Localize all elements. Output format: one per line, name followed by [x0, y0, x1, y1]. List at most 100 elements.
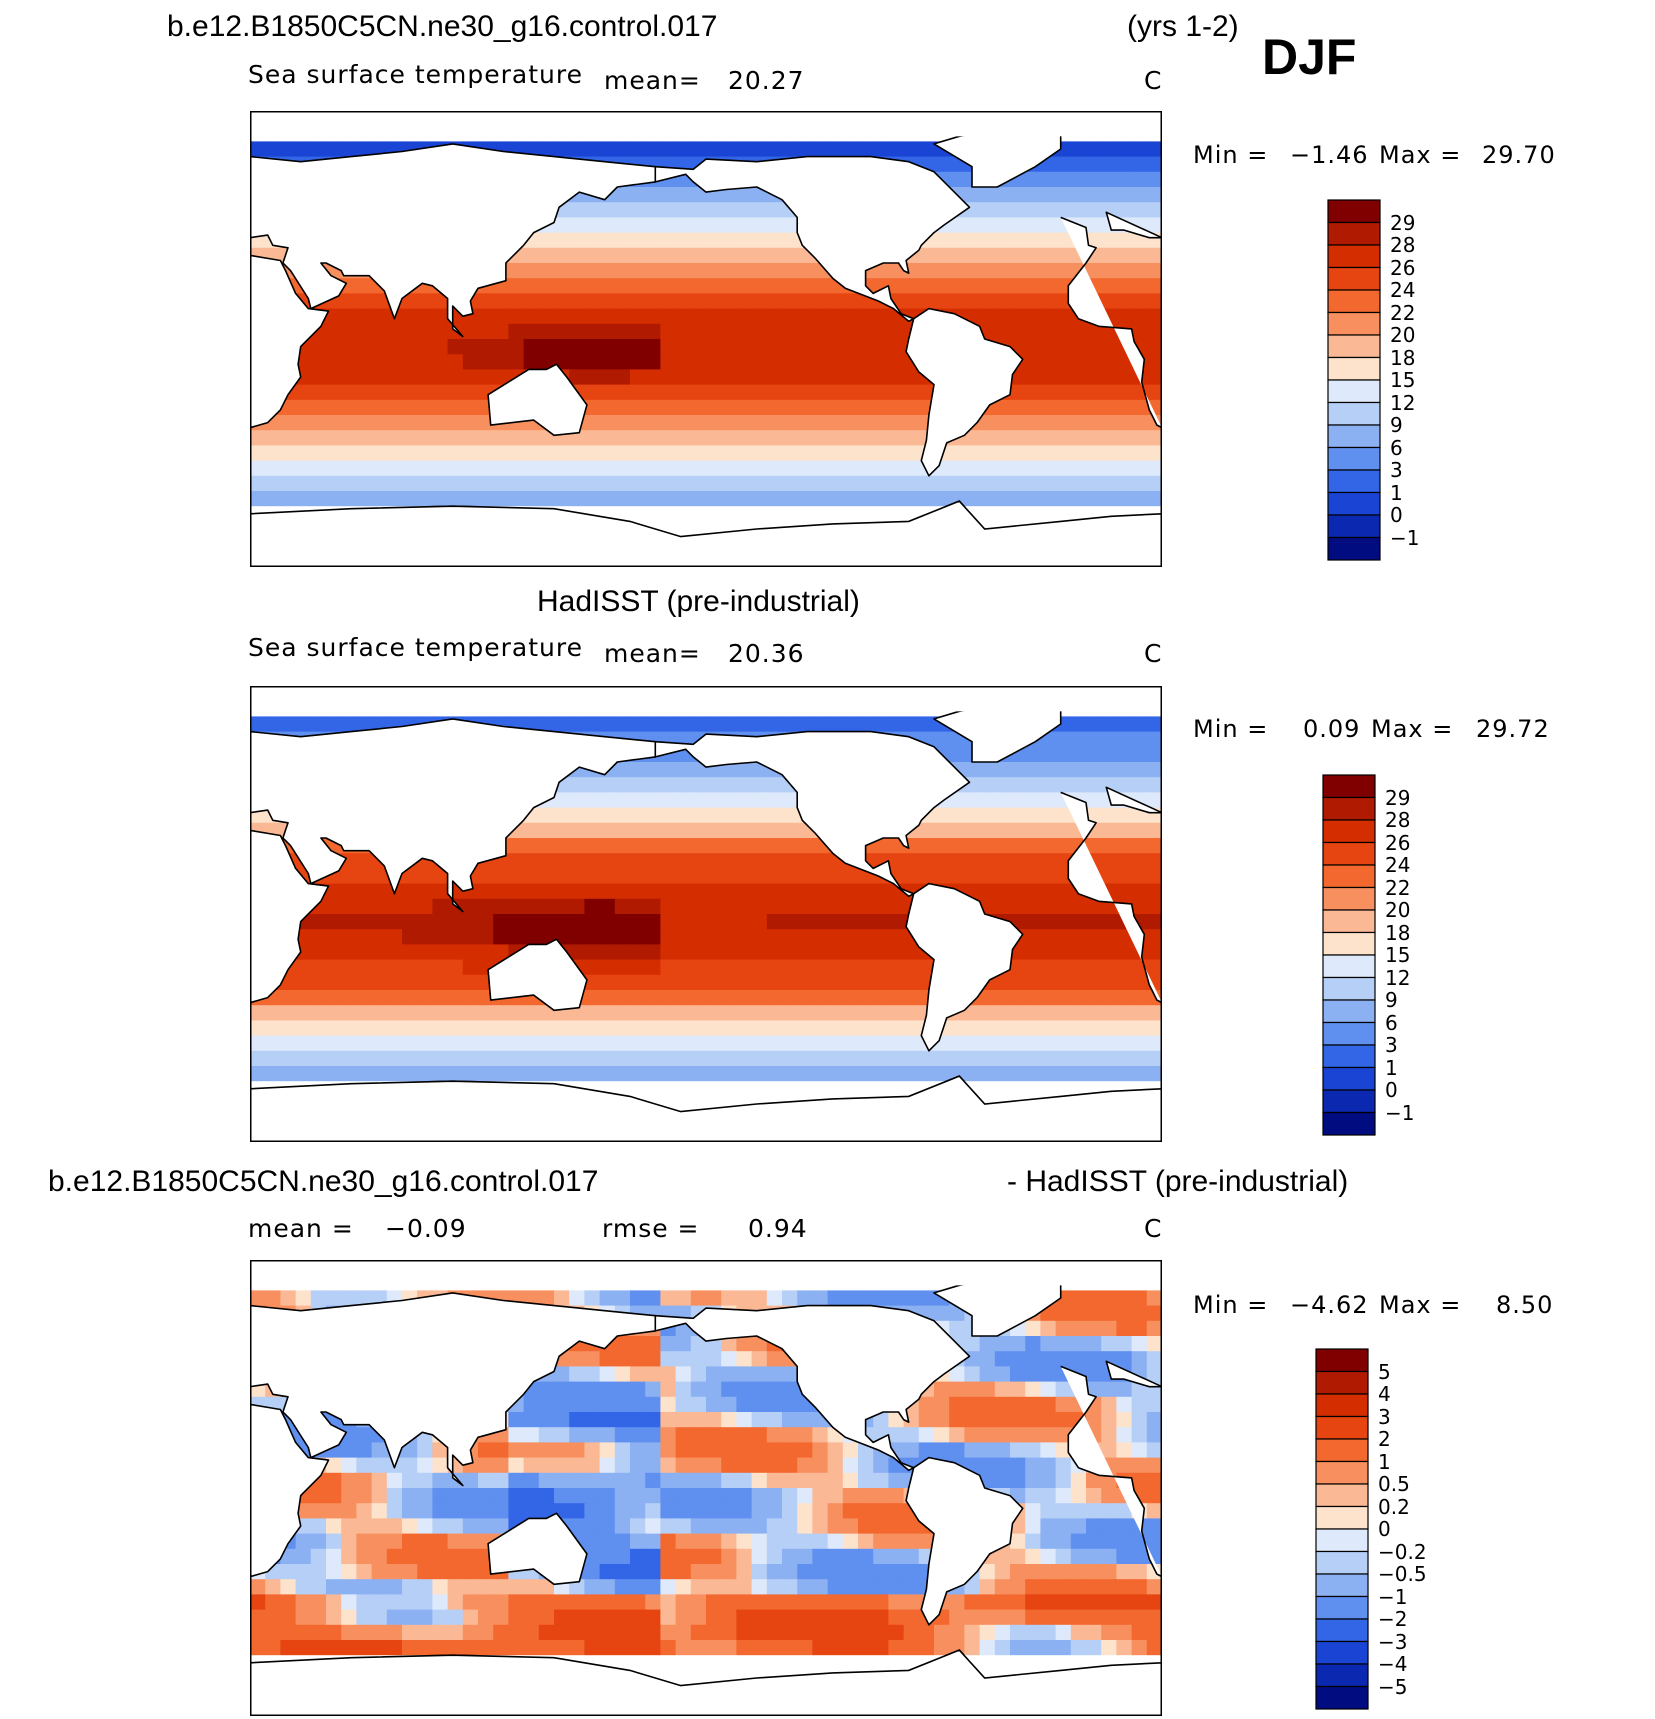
model-sst-map	[250, 111, 1162, 567]
colorbar-swatch	[1315, 1348, 1369, 1373]
colorbar-swatch	[1315, 1618, 1369, 1643]
colorbar-swatch	[1315, 1685, 1369, 1710]
panel3-max-value: 8.50	[1496, 1291, 1554, 1319]
colorbar-swatch	[1315, 1393, 1369, 1418]
colorbar-swatch	[1315, 1595, 1369, 1620]
colorbar-tick-label: 18	[1385, 920, 1411, 945]
landmass-africaW	[250, 1360, 1162, 1578]
colorbar-swatch	[1322, 841, 1376, 866]
colorbar-swatch	[1322, 976, 1376, 1001]
panel3-mean-label: mean =	[248, 1214, 354, 1243]
colorbar-swatch	[1322, 909, 1376, 934]
colorbar-swatch	[1322, 1044, 1376, 1069]
colorbar-tick-label: 12	[1390, 390, 1416, 415]
colorbar-tick-label: 24	[1390, 278, 1416, 302]
panel1-mean-label: mean=	[604, 66, 701, 95]
landmass-africa	[250, 254, 330, 429]
difference-colorbar	[1315, 1348, 1369, 1710]
panel2-title: HadISST (pre-industrial)	[537, 585, 860, 618]
panel2-field-label: Sea surface temperature	[248, 633, 583, 662]
panel3-rmse-value: 0.94	[748, 1214, 808, 1243]
colorbar-tick-label: 3	[1390, 458, 1403, 482]
colorbar-swatch	[1322, 796, 1376, 821]
colorbar-tick-label: −3	[1378, 1629, 1408, 1654]
colorbar-tick-label: −1	[1390, 525, 1420, 550]
landmass-australia	[487, 363, 588, 437]
colorbar-tick-label: 29	[1390, 210, 1416, 235]
years-label: (yrs 1-2)	[1127, 10, 1239, 43]
landmass-africaW	[250, 786, 1162, 1004]
landmass-samerica	[905, 882, 1024, 1052]
colorbar-swatch	[1315, 1460, 1369, 1485]
panel1-mean-value: 20.27	[728, 66, 805, 95]
obs-sst-map	[250, 686, 1162, 1142]
colorbar-swatch	[1322, 1111, 1376, 1136]
colorbar-swatch	[1327, 424, 1381, 449]
colorbar-swatch	[1327, 199, 1381, 224]
colorbar-swatch	[1315, 1438, 1369, 1463]
colorbar-tick-label: 0	[1390, 503, 1403, 527]
colorbar-swatch	[1322, 1066, 1376, 1091]
landmass-australia	[487, 1512, 588, 1586]
colorbar-swatch	[1327, 356, 1381, 381]
colorbar-swatch	[1327, 469, 1381, 494]
panel3-units: C	[1144, 1214, 1163, 1243]
colorbar-tick-label: 1	[1385, 1055, 1398, 1080]
colorbar-tick-label: 4	[1378, 1382, 1391, 1406]
panel1-units: C	[1144, 66, 1163, 95]
colorbar-tick-label: 28	[1385, 808, 1411, 832]
landmass-namerica	[654, 1304, 971, 1472]
colorbar-swatch	[1315, 1528, 1369, 1553]
colorbar-tick-label: 24	[1385, 853, 1411, 877]
panel3-min-value: −4.62	[1290, 1291, 1369, 1319]
panel2-mean-value: 20.36	[728, 639, 805, 668]
difference-map	[250, 1260, 1162, 1716]
colorbar-swatch	[1327, 266, 1381, 291]
panel3-title-left: b.e12.B1850C5CN.ne30_g16.control.017	[48, 1165, 599, 1198]
colorbar-swatch	[1315, 1663, 1369, 1688]
colorbar-swatch	[1315, 1483, 1369, 1508]
colorbar-swatch	[1327, 379, 1381, 404]
panel3-max-label: Max =	[1379, 1291, 1462, 1319]
colorbar-tick-label: 0	[1385, 1078, 1398, 1102]
landmass-antarctica	[250, 500, 1162, 538]
panel1-field-label: Sea surface temperature	[248, 60, 583, 89]
colorbar-swatch	[1327, 401, 1381, 426]
colorbar-tick-label: 22	[1385, 875, 1411, 900]
colorbar-tick-label: 9	[1390, 413, 1403, 437]
season-label: DJF	[1262, 29, 1357, 85]
colorbar-tick-label: −4	[1378, 1652, 1408, 1676]
colorbar-swatch	[1322, 931, 1376, 956]
colorbar-tick-label: 20	[1390, 323, 1416, 347]
colorbar-tick-label: −5	[1378, 1674, 1408, 1699]
colorbar-tick-label: 0.5	[1378, 1472, 1410, 1496]
colorbar-tick-label: 1	[1378, 1449, 1391, 1474]
colorbar-swatch	[1322, 954, 1376, 979]
landmass-antarctica	[250, 1649, 1162, 1687]
colorbar-tick-label: 12	[1385, 965, 1411, 990]
panel3-rmse-label: rmse =	[602, 1214, 700, 1243]
colorbar-swatch	[1322, 886, 1376, 911]
colorbar-tick-label: 20	[1385, 898, 1411, 922]
panel3-min-label: Min =	[1193, 1291, 1269, 1319]
panel3-title-right: - HadISST (pre-industrial)	[1007, 1165, 1349, 1198]
colorbar-swatch	[1315, 1640, 1369, 1665]
landmass-namerica	[654, 730, 971, 898]
landmass-antarctica	[250, 1075, 1162, 1113]
colorbar-tick-label: −0.2	[1378, 1539, 1427, 1564]
colorbar-tick-label: 28	[1390, 233, 1416, 257]
panel1-min-label: Min =	[1193, 141, 1269, 169]
panel2-min-value: 0.09	[1303, 715, 1361, 743]
colorbar-tick-label: −2	[1378, 1607, 1408, 1631]
colorbar-swatch	[1322, 1089, 1376, 1114]
colorbar-swatch	[1327, 514, 1381, 539]
colorbar-tick-label: 15	[1390, 368, 1416, 392]
colorbar-tick-label: 15	[1385, 943, 1411, 967]
landmass-australia	[487, 938, 588, 1012]
landmass-namerica	[654, 155, 971, 323]
colorbar-tick-label: −1	[1385, 1100, 1415, 1125]
panel1-max-value: 29.70	[1482, 141, 1556, 169]
colorbar-tick-label: 0	[1378, 1517, 1391, 1541]
colorbar-tick-label: 2	[1378, 1427, 1391, 1451]
landmass-africa	[250, 1403, 330, 1578]
